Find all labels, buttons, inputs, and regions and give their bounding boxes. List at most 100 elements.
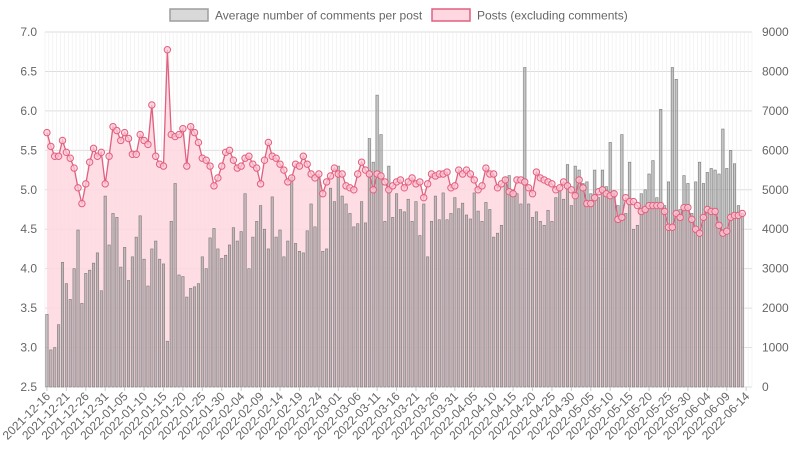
comments-bar <box>340 195 344 388</box>
comments-bar <box>309 203 313 388</box>
comments-bar <box>449 213 453 388</box>
comments-bar <box>103 195 107 388</box>
legend-item-comments[interactable]: Average number of comments per post <box>169 8 423 23</box>
comments-bar <box>255 221 259 388</box>
comments-bar <box>196 283 200 388</box>
posts-point <box>105 152 113 160</box>
comments-bar <box>212 228 216 388</box>
posts-point <box>163 46 172 54</box>
comments-bar <box>690 213 694 388</box>
comments-bar <box>589 193 593 388</box>
comments-bar <box>441 192 445 388</box>
posts-point <box>89 144 98 153</box>
posts-point <box>524 184 533 192</box>
legend-item-posts[interactable]: Posts (excluding comments) <box>431 8 628 23</box>
y-right-tick-label: 9000 <box>762 25 789 39</box>
comments-bar <box>620 134 624 388</box>
posts-point <box>113 126 121 135</box>
comments-bar <box>398 209 402 388</box>
comments-bar <box>554 197 558 388</box>
posts-point <box>206 162 214 170</box>
comments-bar <box>161 263 165 388</box>
posts-point <box>152 152 160 160</box>
y-left-tick-label: 3.0 <box>20 341 37 355</box>
comments-bar <box>453 197 457 388</box>
posts-point <box>587 199 595 208</box>
comments-bar <box>92 262 96 388</box>
comments-bar <box>550 221 554 388</box>
comments-bar <box>418 235 422 388</box>
posts-point <box>420 193 428 202</box>
posts-point <box>303 160 311 168</box>
comments-bar <box>499 224 503 388</box>
posts-point <box>229 156 238 164</box>
comments-bar <box>635 224 639 388</box>
posts-point <box>97 148 106 157</box>
posts-point <box>668 223 677 231</box>
comments-bar <box>49 349 53 388</box>
comments-bar <box>123 247 127 388</box>
comments-bar <box>740 213 744 388</box>
comments-bar <box>134 236 138 388</box>
comments-bar <box>406 198 410 388</box>
posts-point <box>443 168 451 176</box>
posts-point <box>338 170 346 178</box>
posts-point <box>676 213 684 222</box>
posts-point <box>408 174 416 182</box>
comments-bar <box>585 181 589 388</box>
comments-bar <box>472 192 476 388</box>
comments-bar <box>674 79 678 388</box>
comments-bar <box>301 252 305 388</box>
comments-bar <box>616 205 620 388</box>
comments-bar <box>569 205 573 388</box>
comments-bar <box>577 169 581 388</box>
y-left-tick-label: 6.0 <box>20 104 37 118</box>
posts-point <box>579 184 587 192</box>
comments-bar <box>573 165 577 388</box>
comments-bar <box>534 211 538 388</box>
comments-bar <box>496 232 500 388</box>
posts-point <box>148 101 156 109</box>
posts-point <box>330 164 339 172</box>
posts-point <box>225 146 234 155</box>
comments-bar <box>511 189 515 388</box>
comments-bar <box>581 183 585 388</box>
comments-bar <box>88 269 92 388</box>
comments-bar <box>356 223 360 388</box>
comments-bar <box>235 240 239 388</box>
legend-label-comments: Average number of comments per post <box>215 9 423 23</box>
posts-point <box>237 162 245 170</box>
posts-point <box>489 170 498 178</box>
comments-bar <box>216 248 220 388</box>
posts-point <box>657 201 665 210</box>
comments-bar <box>565 164 569 388</box>
comments-bar <box>729 150 733 388</box>
posts-point <box>470 176 478 184</box>
comments-bar <box>138 215 142 388</box>
posts-point <box>245 152 253 160</box>
comments-bar <box>503 177 507 388</box>
posts-point <box>319 190 327 198</box>
posts-point <box>256 180 265 188</box>
posts-point <box>186 122 195 131</box>
comments-bar <box>251 236 255 388</box>
comments-bar <box>317 177 321 388</box>
posts-point <box>299 152 308 160</box>
posts-point <box>210 182 218 190</box>
posts-point <box>202 156 210 164</box>
comments-bar <box>262 228 266 388</box>
comments-bar <box>480 221 484 388</box>
legend[interactable]: Average number of comments per post Post… <box>169 8 628 23</box>
comments-bar <box>60 262 64 388</box>
comments-bar <box>538 221 542 388</box>
comments-bar <box>643 189 647 388</box>
comments-bar <box>639 193 643 388</box>
y-right-tick-label: 4000 <box>762 222 789 236</box>
posts-point <box>369 186 377 194</box>
posts-point <box>571 191 579 200</box>
posts-point <box>260 156 269 164</box>
comments-bar <box>464 214 468 388</box>
posts-point <box>699 213 708 222</box>
comments-bar <box>290 176 294 388</box>
comments-bar <box>173 183 177 388</box>
